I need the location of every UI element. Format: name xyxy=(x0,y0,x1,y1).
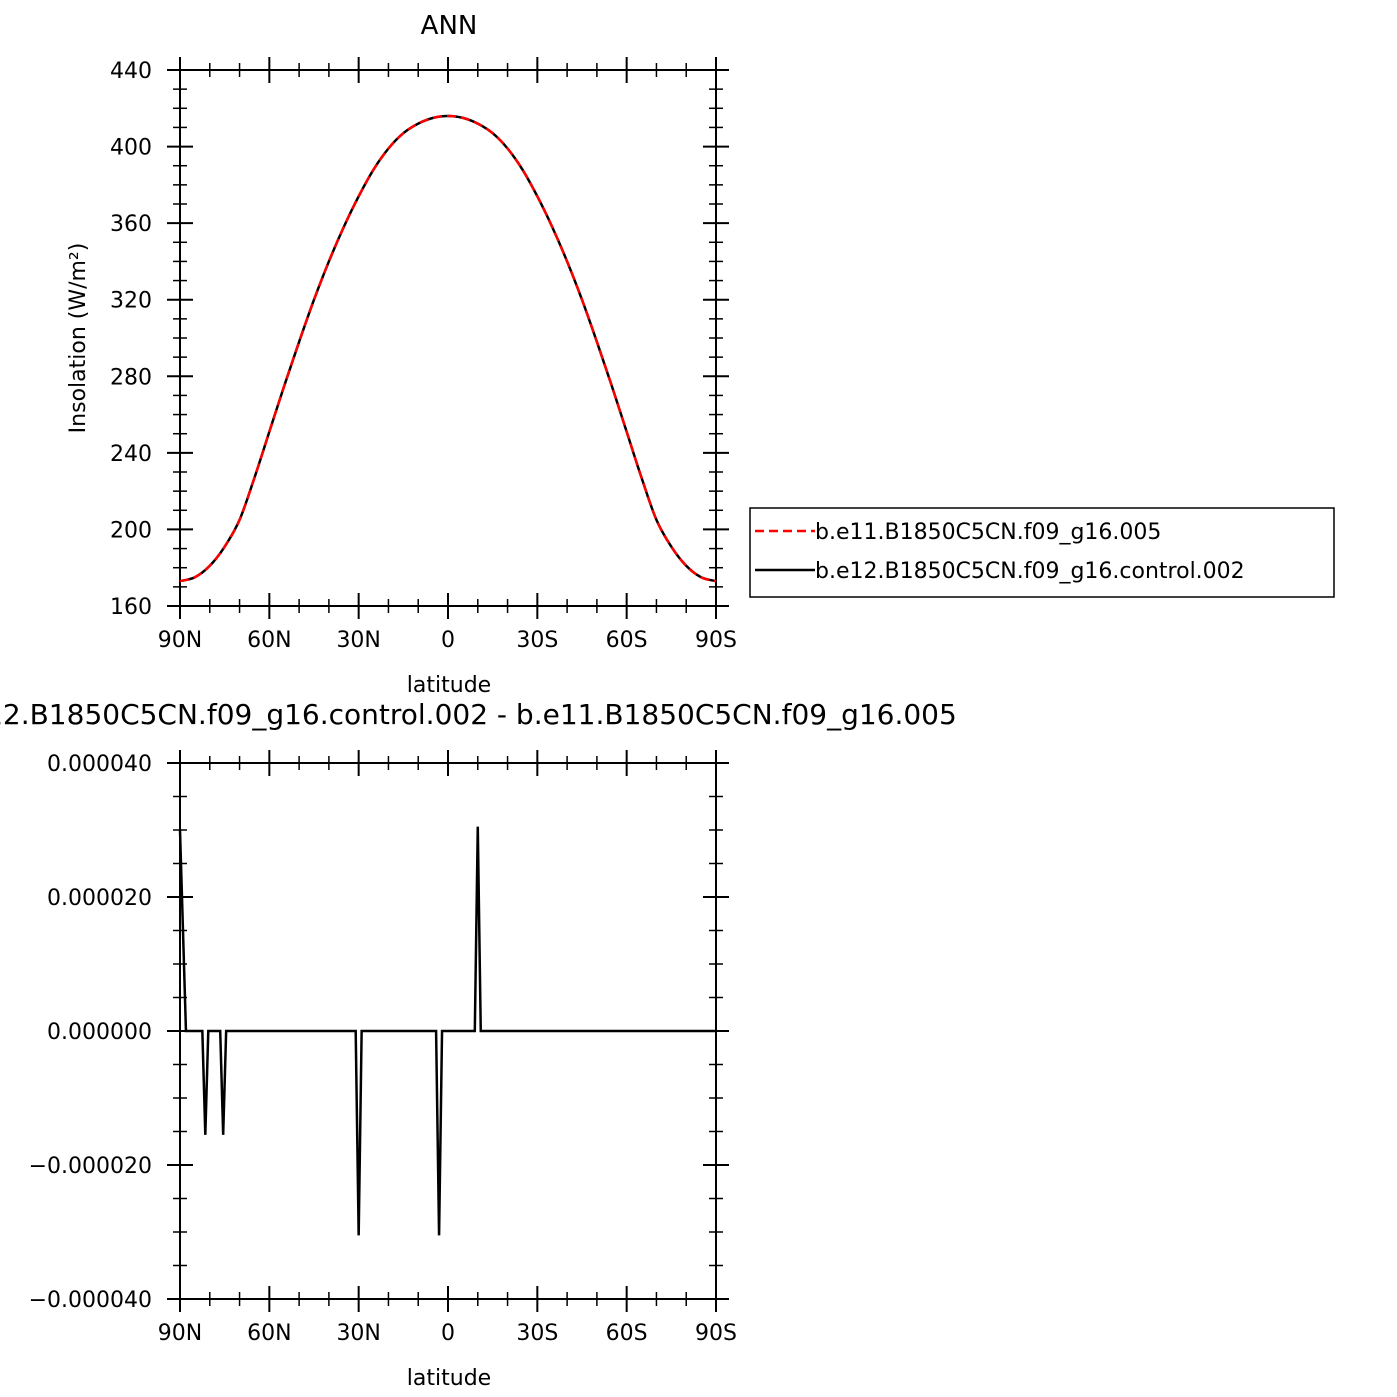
legend-entry-2: b.e12.B1850C5CN.f09_g16.control.002 xyxy=(815,559,1245,584)
y-tick-label: 0.000040 xyxy=(47,752,152,777)
x-tick-label: 90N xyxy=(158,628,202,653)
difference-panel: b.e12.B1850C5CN.f09_g16.control.002 - b.… xyxy=(0,698,957,1391)
x-tick-label: 60N xyxy=(247,628,291,653)
x-axis-label: latitude xyxy=(407,673,491,698)
y-tick-label: 0.000000 xyxy=(47,1020,152,1045)
x-tick-label: 30N xyxy=(336,1321,380,1346)
x-tick-labels: 90N 60N 30N 0 30S 60S 90S xyxy=(158,1321,737,1346)
series-line-1 xyxy=(179,114,717,583)
y-tick-labels: −0.000040 −0.000020 0.000000 0.000020 0.0000… xyxy=(29,752,152,1313)
series-lines xyxy=(179,114,717,583)
y-tick-label: 400 xyxy=(110,136,152,161)
y-tick-label: 280 xyxy=(110,365,152,390)
legend-entry-1: b.e11.B1850C5CN.f09_g16.005 xyxy=(815,520,1161,545)
tick-marks xyxy=(167,750,729,1312)
x-tick-label: 90S xyxy=(695,1321,737,1346)
y-tick-label: 240 xyxy=(110,442,152,467)
x-tick-label: 90S xyxy=(695,628,737,653)
difference-title: b.e12.B1850C5CN.f09_g16.control.002 - b.… xyxy=(0,698,957,731)
chart-title: ANN xyxy=(421,11,478,41)
y-tick-label: 160 xyxy=(110,595,152,620)
x-tick-label: 60S xyxy=(606,1321,648,1346)
tick-marks xyxy=(167,57,729,619)
x-tick-label: 30S xyxy=(516,1321,558,1346)
legend: b.e11.B1850C5CN.f09_g16.005 b.e12.B1850C… xyxy=(749,507,1335,598)
x-axis-label: latitude xyxy=(407,1366,491,1391)
series-line-2 xyxy=(179,114,717,583)
x-tick-labels: 90N 60N 30N 0 30S 60S 90S xyxy=(158,628,737,653)
x-tick-label: 30S xyxy=(516,628,558,653)
plot-frame xyxy=(179,69,717,607)
insolation-panel: ANN 160 200 240 280 320 360 400 440 90N 60N 30N 0 3… xyxy=(66,11,737,698)
legend-box xyxy=(749,507,1335,598)
x-tick-label: 0 xyxy=(441,1321,455,1346)
x-tick-label: 0 xyxy=(441,628,455,653)
x-tick-label: 60N xyxy=(247,1321,291,1346)
y-tick-label: 0.000020 xyxy=(47,886,152,911)
x-tick-label: 30N xyxy=(336,628,380,653)
y-tick-label: 200 xyxy=(110,518,152,543)
y-tick-label: −0.000020 xyxy=(29,1154,152,1179)
series-lines xyxy=(178,826,716,1236)
x-tick-label: 60S xyxy=(606,628,648,653)
difference-line xyxy=(178,826,716,1236)
y-tick-label: 440 xyxy=(110,59,152,84)
y-tick-label: −0.000040 xyxy=(29,1288,152,1313)
y-axis-label: Insolation (W/m²) xyxy=(66,243,91,434)
y-tick-label: 360 xyxy=(110,212,152,237)
y-tick-label: 320 xyxy=(110,289,152,314)
y-tick-labels: 160 200 240 280 320 360 400 440 xyxy=(110,59,152,620)
x-tick-label: 90N xyxy=(158,1321,202,1346)
